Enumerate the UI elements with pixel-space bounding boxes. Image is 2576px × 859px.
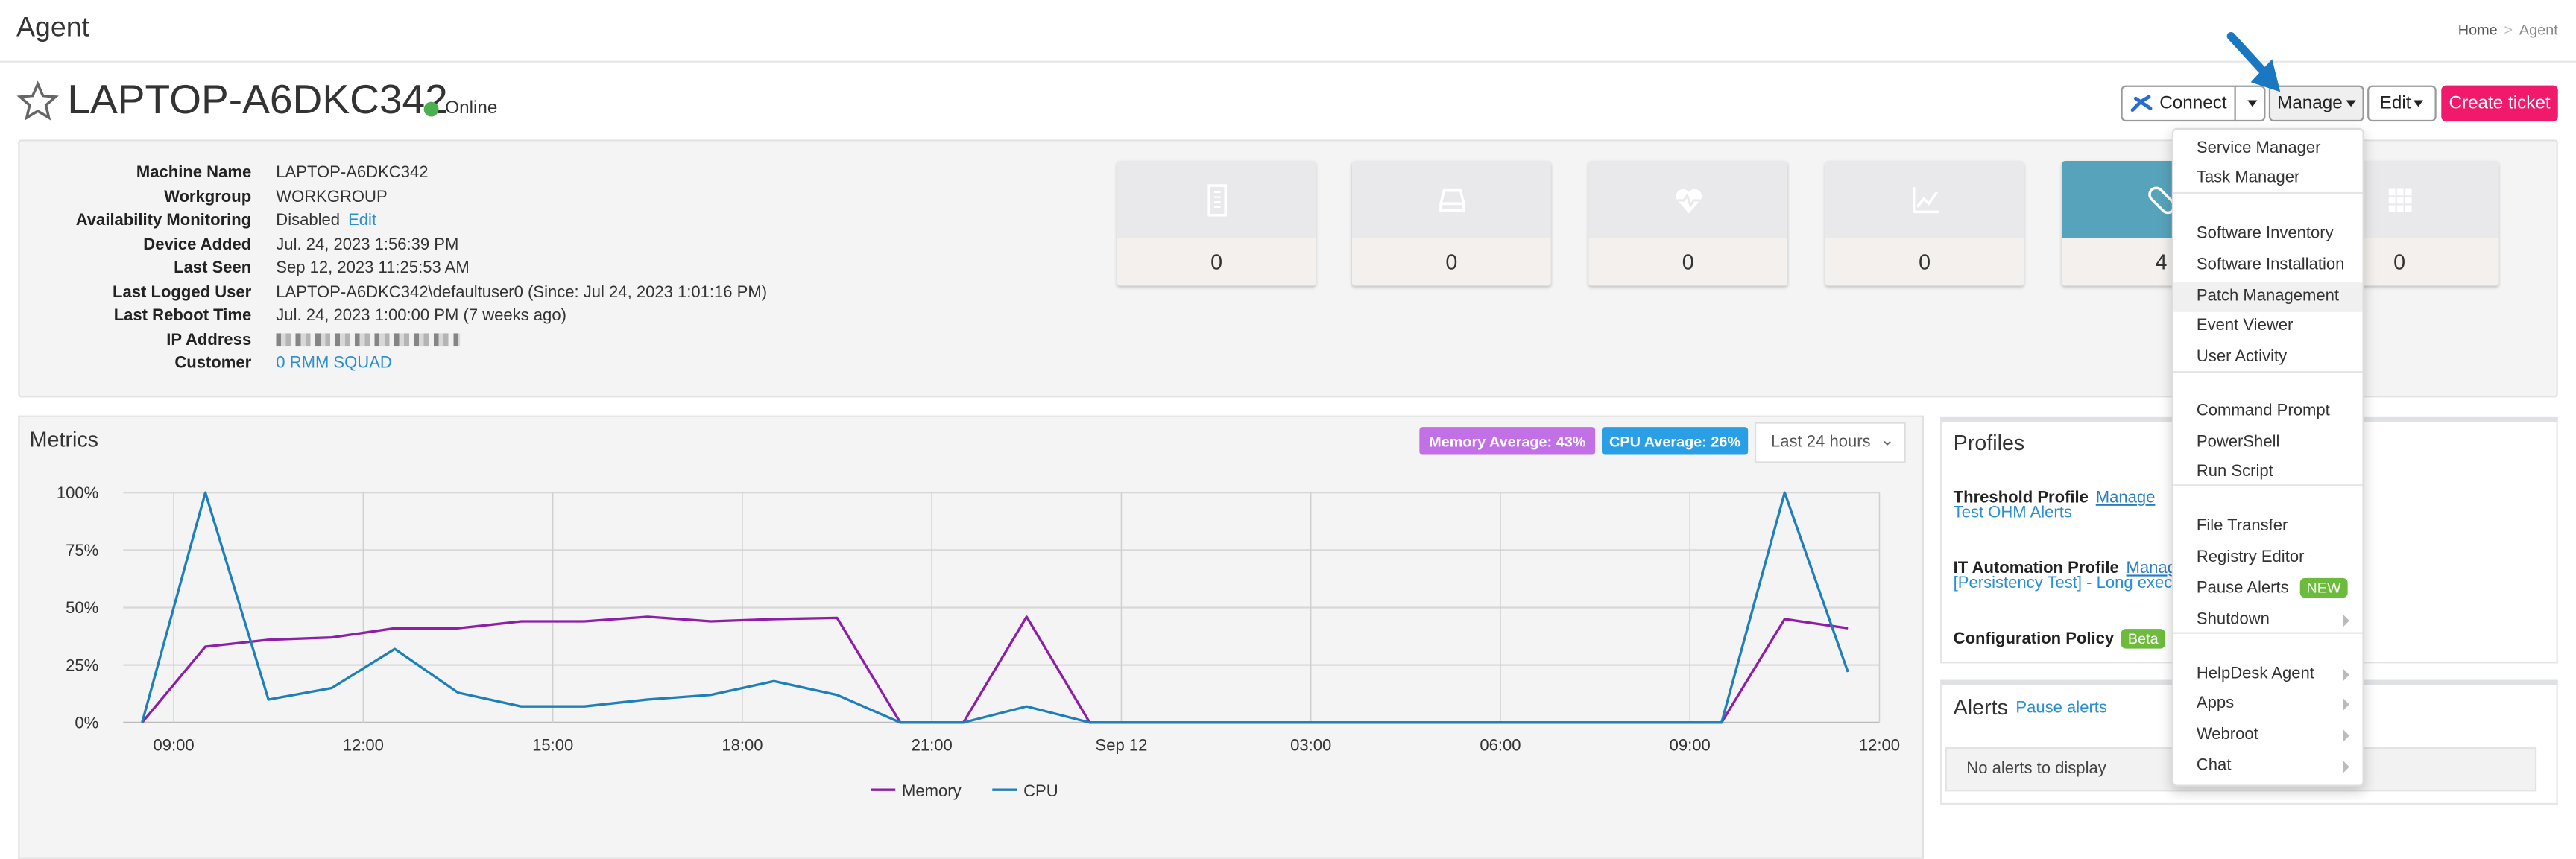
- menu-item-service-manager[interactable]: Service Manager: [2174, 135, 2362, 165]
- x-tick-label: 12:00: [1859, 735, 1900, 754]
- x-tick-label: 18:00: [722, 735, 763, 754]
- x-tick-label: 15:00: [532, 735, 573, 754]
- menu-item-registry-editor[interactable]: Registry Editor: [2174, 544, 2362, 574]
- threshold-profile-value[interactable]: Test OHM Alerts: [1954, 504, 2072, 522]
- menu-item-label: Command Prompt: [2197, 402, 2330, 420]
- menu-item-label: Task Manager: [2197, 169, 2299, 187]
- menu-item-software-installation[interactable]: Software Installation: [2174, 251, 2362, 281]
- menu-item-shutdown[interactable]: Shutdown: [2174, 606, 2362, 635]
- x-tick-label: 09:00: [154, 735, 195, 754]
- menu-item-command-prompt[interactable]: Command Prompt: [2174, 397, 2362, 427]
- menu-item-patch-management[interactable]: Patch Management: [2174, 282, 2362, 312]
- menu-item-webroot[interactable]: Webroot: [2174, 721, 2362, 751]
- threshold-manage-link[interactable]: Manage: [2096, 489, 2156, 507]
- legend-label-memory: Memory: [902, 782, 962, 800]
- menu-item-user-activity[interactable]: User Activity: [2174, 343, 2362, 373]
- menu-item-label: Apps: [2197, 694, 2234, 712]
- submenu-arrow-icon: [2343, 760, 2349, 773]
- y-tick-label: 25%: [66, 656, 98, 674]
- menu-item-software-inventory[interactable]: Software Inventory: [2174, 220, 2362, 250]
- y-tick-label: 0%: [75, 714, 98, 732]
- menu-item-label: Run Script: [2197, 463, 2273, 481]
- y-tick-label: 75%: [66, 541, 98, 560]
- configuration-policy-row: Configuration Policy Beta M: [1954, 622, 2186, 652]
- menu-item-label: User Activity: [2197, 348, 2287, 366]
- menu-item-label: Event Viewer: [2197, 317, 2293, 335]
- new-badge: NEW: [2300, 578, 2348, 598]
- series-line-memory: [142, 617, 1849, 723]
- menu-item-run-script[interactable]: Run Script: [2174, 458, 2362, 488]
- menu-item-label: Software Installation: [2197, 256, 2345, 274]
- x-tick-label: Sep 12: [1096, 735, 1148, 754]
- menu-item-helpdesk-agent[interactable]: HelpDesk Agent: [2174, 660, 2362, 690]
- submenu-arrow-icon: [2343, 698, 2349, 711]
- submenu-arrow-icon: [2343, 668, 2349, 682]
- automation-profile-value[interactable]: [Persistency Test] - Long executi: [1954, 574, 2190, 592]
- menu-item-apps[interactable]: Apps: [2174, 690, 2362, 720]
- x-tick-label: 03:00: [1290, 735, 1331, 754]
- menu-item-pause-alerts[interactable]: Pause Alerts NEW: [2174, 573, 2362, 603]
- menu-item-task-manager[interactable]: Task Manager: [2174, 164, 2362, 194]
- menu-item-label: Patch Management: [2197, 288, 2339, 305]
- x-tick-label: 06:00: [1480, 735, 1521, 754]
- menu-item-label: Service Manager: [2197, 139, 2321, 157]
- submenu-arrow-icon: [2343, 729, 2349, 743]
- menu-item-label: Pause Alerts: [2197, 580, 2289, 598]
- menu-item-label: HelpDesk Agent: [2197, 665, 2314, 683]
- menu-item-event-viewer[interactable]: Event Viewer: [2174, 312, 2362, 342]
- menu-item-label: Webroot: [2197, 726, 2258, 744]
- menu-item-label: PowerShell: [2197, 434, 2280, 451]
- menu-item-label: Software Inventory: [2197, 225, 2334, 243]
- menu-item-powershell[interactable]: PowerShell: [2174, 428, 2362, 458]
- menu-item-file-transfer[interactable]: File Transfer: [2174, 513, 2362, 542]
- legend-label-cpu: CPU: [1023, 782, 1058, 800]
- y-tick-label: 50%: [66, 598, 98, 617]
- x-tick-label: 21:00: [912, 735, 953, 754]
- profiles-title: Profiles: [1954, 430, 2025, 454]
- manage-dropdown-menu: Service Manager Task Manager Software Inve…: [2172, 128, 2364, 787]
- submenu-arrow-icon: [2343, 614, 2349, 627]
- menu-item-label: Registry Editor: [2197, 548, 2305, 566]
- alerts-title: Alerts: [1954, 694, 2008, 719]
- y-tick-label: 100%: [57, 484, 98, 502]
- menu-item-label: File Transfer: [2197, 517, 2288, 535]
- menu-item-label: Chat: [2197, 757, 2232, 775]
- pause-alerts-link[interactable]: Pause alerts: [2015, 700, 2107, 717]
- x-tick-label: 12:00: [343, 735, 384, 754]
- configuration-policy-label: Configuration Policy: [1954, 630, 2115, 648]
- menu-item-chat[interactable]: Chat: [2174, 752, 2362, 782]
- beta-badge: Beta: [2121, 629, 2165, 648]
- x-tick-label: 09:00: [1670, 735, 1711, 754]
- menu-item-label: Shutdown: [2197, 611, 2270, 629]
